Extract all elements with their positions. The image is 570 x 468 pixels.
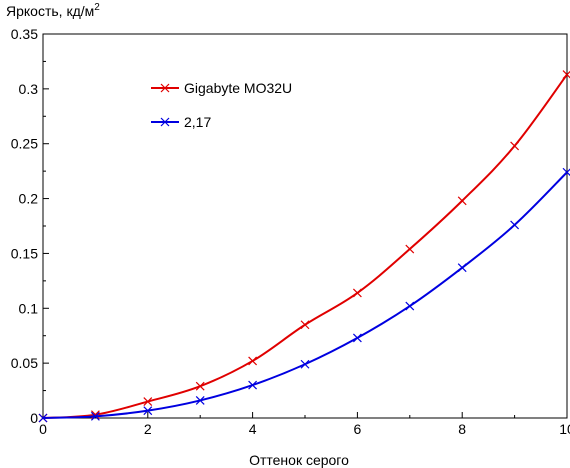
data-point: [510, 220, 520, 230]
legend-swatch-marker: [160, 117, 170, 127]
y-axis-title-superscript: 2: [94, 2, 100, 13]
x-tick-labels: 0 2 4 6 8 10: [39, 421, 570, 437]
y-axis-title-text: Яркость, кд/м: [6, 3, 94, 19]
x-tick-label: 0: [39, 421, 47, 437]
data-point: [195, 381, 205, 391]
data-point: [457, 263, 467, 273]
axis-ticks: [42, 33, 568, 419]
y-tick-label: 0.15: [11, 245, 38, 261]
x-tick-label: 10: [559, 421, 570, 437]
data-point: [405, 244, 415, 254]
y-tick-label: 0.2: [19, 191, 39, 207]
legend-entry-2: 2,17: [151, 114, 211, 130]
series-2: [38, 167, 570, 423]
y-tick-label: 0: [30, 410, 38, 426]
x-tick-label: 6: [354, 421, 362, 437]
legend-swatch-marker: [160, 83, 170, 93]
data-point: [300, 359, 310, 369]
data-point: [248, 380, 258, 390]
x-tick-label: 4: [249, 421, 257, 437]
data-point: [405, 301, 415, 311]
y-tick-label: 0.1: [19, 300, 39, 316]
data-point: [195, 396, 205, 405]
data-point: [143, 397, 153, 406]
x-tick-label: 8: [458, 421, 466, 437]
y-tick-label: 0.3: [19, 81, 39, 97]
series-line: [42, 171, 568, 419]
series-line: [42, 74, 568, 419]
y-tick-label: 0.35: [11, 26, 38, 42]
legend-entry-1: Gigabyte MO32U: [151, 80, 292, 96]
legend-label: Gigabyte MO32U: [184, 80, 292, 96]
legend: Gigabyte MO32U 2,17: [151, 80, 292, 130]
data-point: [457, 196, 467, 206]
data-point: [248, 356, 258, 366]
data-point: [300, 320, 310, 330]
plot-border: [42, 33, 568, 419]
y-axis-title: Яркость, кд/м2: [6, 2, 100, 19]
data-point: [352, 333, 362, 343]
y-tick-labels: 0 0.05 0.1 0.15 0.2 0.25 0.3 0.35: [11, 26, 38, 426]
y-tick-label: 0.05: [11, 355, 38, 371]
data-point: [510, 141, 520, 151]
series-layer: [38, 70, 570, 423]
plot-frame: [42, 33, 568, 419]
data-point: [143, 406, 153, 416]
data-point: [352, 288, 362, 298]
legend-label: 2,17: [184, 114, 211, 130]
y-tick-label: 0.25: [11, 136, 38, 152]
x-tick-label: 2: [144, 421, 152, 437]
x-axis-title: Оттенок серого: [249, 452, 349, 468]
data-point: [38, 413, 48, 423]
data-point: [90, 411, 100, 421]
